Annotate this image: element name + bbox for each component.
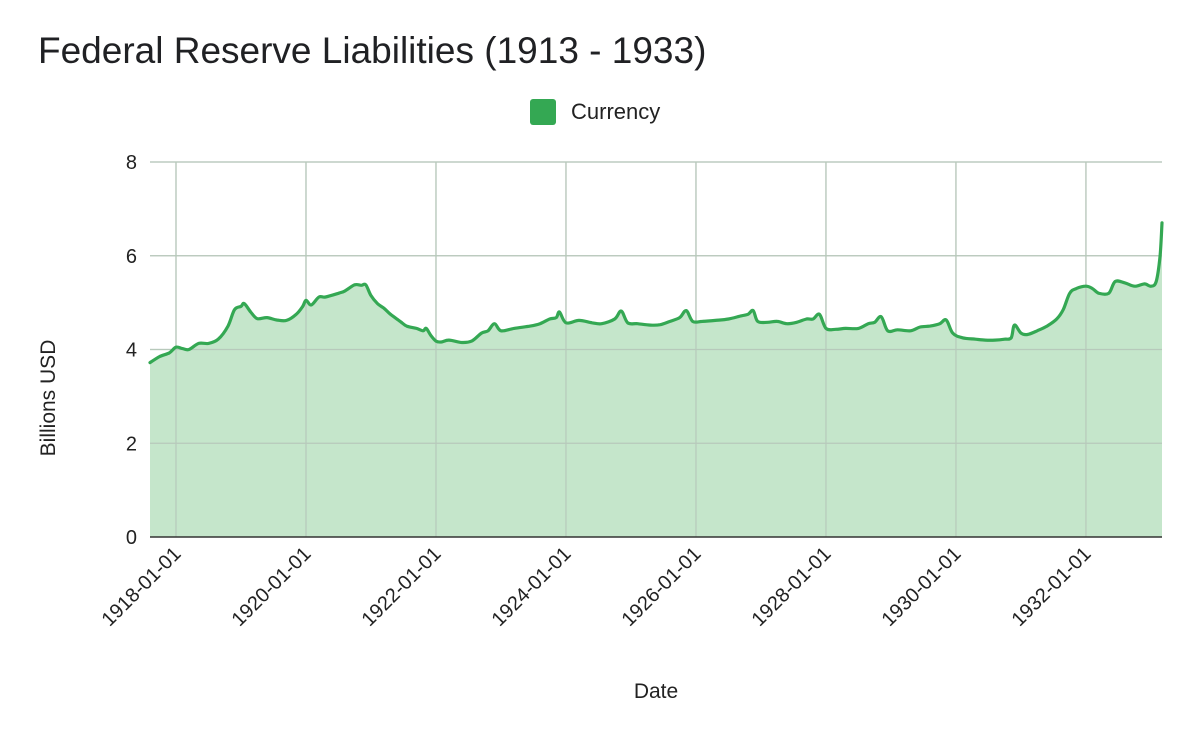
y-tick-label: 4 bbox=[126, 340, 137, 362]
x-axis-title: Date bbox=[634, 680, 678, 703]
y-tick-label: 8 bbox=[126, 152, 137, 174]
x-tick-label: 1918-01-01 bbox=[98, 543, 186, 631]
legend: Currency bbox=[530, 99, 660, 125]
y-tick-label: 2 bbox=[126, 433, 137, 455]
x-tick-label: 1928-01-01 bbox=[748, 543, 836, 631]
series-area-currency bbox=[150, 222, 1162, 537]
y-tick-label: 6 bbox=[126, 246, 137, 268]
chart-title: Federal Reserve Liabilities (1913 - 1933… bbox=[38, 30, 707, 71]
y-tick-labels: 0 2 4 6 8 bbox=[126, 152, 137, 549]
x-tick-label: 1930-01-01 bbox=[878, 543, 966, 631]
x-tick-label: 1922-01-01 bbox=[358, 543, 446, 631]
x-tick-labels: 1918-01-01 1920-01-01 1922-01-01 1924-01-01… bbox=[98, 543, 1096, 631]
legend-swatch bbox=[530, 99, 556, 125]
x-tick-label: 1926-01-01 bbox=[618, 543, 706, 631]
series-layer bbox=[148, 161, 1164, 537]
series-line-currency bbox=[148, 221, 1164, 365]
y-tick-label: 0 bbox=[126, 527, 137, 549]
x-tick-label: 1932-01-01 bbox=[1008, 543, 1096, 631]
x-tick-label: 1920-01-01 bbox=[228, 543, 316, 631]
x-tick-label: 1924-01-01 bbox=[488, 543, 576, 631]
legend-label-currency: Currency bbox=[571, 99, 661, 124]
y-axis-title: Billions USD bbox=[37, 340, 60, 457]
